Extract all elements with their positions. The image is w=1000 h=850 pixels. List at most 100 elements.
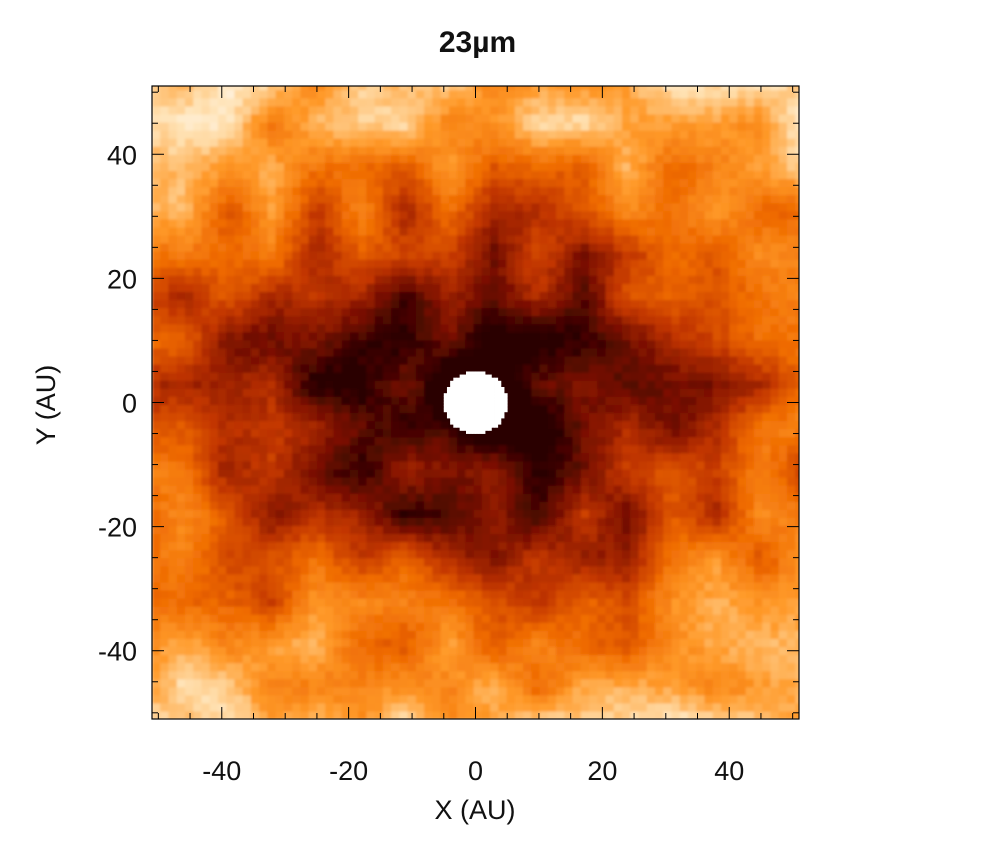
heatmap-cell xyxy=(589,654,598,664)
heatmap-cell xyxy=(589,694,598,704)
heatmap-cell xyxy=(539,372,549,381)
heatmap-cell xyxy=(308,267,318,276)
heatmap-cell xyxy=(152,710,161,719)
heatmap-cell xyxy=(589,186,598,196)
heatmap-cell xyxy=(168,178,178,188)
heatmap-cell xyxy=(325,485,335,494)
heatmap-cell xyxy=(440,436,450,446)
heatmap-cell xyxy=(325,678,335,688)
heatmap-cell xyxy=(374,565,384,575)
heatmap-cell xyxy=(613,557,623,567)
heatmap-cell xyxy=(547,509,557,518)
heatmap-cell xyxy=(448,291,458,301)
heatmap-cell xyxy=(349,210,359,220)
heatmap-cell xyxy=(539,694,549,704)
heatmap-cell xyxy=(184,428,194,438)
heatmap-cell xyxy=(201,170,211,180)
heatmap-cell xyxy=(671,597,681,607)
heatmap-cell xyxy=(514,154,524,163)
heatmap-cell xyxy=(300,501,310,510)
heatmap-cell xyxy=(292,678,302,688)
heatmap-cell xyxy=(391,565,400,575)
heatmap-cell xyxy=(473,493,483,502)
heatmap-cell xyxy=(465,97,475,107)
heatmap-cell xyxy=(440,146,450,155)
heatmap-cell xyxy=(242,323,252,333)
heatmap-cell xyxy=(201,380,211,389)
heatmap-cell xyxy=(217,202,227,212)
heatmap-cell xyxy=(432,275,442,284)
heatmap-cell xyxy=(358,670,367,680)
heatmap-cell xyxy=(605,243,615,252)
heatmap-cell xyxy=(556,670,565,680)
heatmap-cell xyxy=(333,339,343,349)
heatmap-cell xyxy=(415,549,425,559)
heatmap-cell xyxy=(539,194,549,204)
heatmap-cell xyxy=(292,597,302,607)
heatmap-cell xyxy=(564,291,574,301)
heatmap-cell xyxy=(514,331,524,341)
heatmap-cell xyxy=(514,251,524,260)
heatmap-cell xyxy=(391,485,400,494)
heatmap-cell xyxy=(638,218,648,228)
heatmap-cell xyxy=(391,581,400,591)
heatmap-cell xyxy=(622,614,631,623)
heatmap-cell xyxy=(556,404,565,414)
heatmap-cell xyxy=(209,517,219,526)
heatmap-cell xyxy=(341,299,351,309)
heatmap-cell xyxy=(160,622,170,631)
heatmap-cell xyxy=(630,452,640,462)
heatmap-cell xyxy=(152,291,161,301)
heatmap-cell xyxy=(391,97,400,107)
heatmap-cell xyxy=(432,549,442,559)
heatmap-cell xyxy=(316,267,326,276)
heatmap-cell xyxy=(349,557,359,567)
heatmap-cell xyxy=(234,113,244,123)
heatmap-cell xyxy=(333,476,343,486)
heatmap-cell xyxy=(415,202,425,212)
heatmap-cell xyxy=(531,670,541,680)
heatmap-cell xyxy=(325,622,335,631)
heatmap-cell xyxy=(374,654,384,664)
heatmap-cell xyxy=(638,549,648,559)
heatmap-cell xyxy=(424,121,433,131)
heatmap-cell xyxy=(465,86,475,91)
heatmap-cell xyxy=(564,323,574,333)
heatmap-cell xyxy=(333,388,343,397)
heatmap-cell xyxy=(168,428,178,438)
heatmap-cell xyxy=(440,380,450,389)
heatmap-cell xyxy=(399,686,409,696)
heatmap-cell xyxy=(399,146,409,155)
heatmap-cell xyxy=(572,541,582,551)
heatmap-cell xyxy=(440,226,450,236)
heatmap-cell xyxy=(193,436,203,446)
heatmap-cell xyxy=(283,597,293,607)
heatmap-cell xyxy=(176,218,186,228)
heatmap-cell xyxy=(448,259,458,268)
heatmap-cell xyxy=(217,364,227,373)
heatmap-cell xyxy=(316,372,326,381)
heatmap-cell xyxy=(564,154,574,163)
heatmap-cell xyxy=(209,630,219,639)
heatmap-cell xyxy=(572,622,582,631)
heatmap-cell xyxy=(168,355,178,365)
heatmap-cell xyxy=(349,283,359,293)
heatmap-cell xyxy=(209,251,219,260)
heatmap-cell xyxy=(564,428,574,438)
heatmap-cell xyxy=(168,226,178,236)
heatmap-cell xyxy=(547,86,557,91)
heatmap-cell xyxy=(259,638,269,647)
heatmap-cell xyxy=(349,428,359,438)
heatmap-cell xyxy=(506,646,516,656)
heatmap-cell xyxy=(613,243,623,252)
heatmap-cell xyxy=(333,267,343,276)
heatmap-cell xyxy=(638,226,648,236)
heatmap-cell xyxy=(523,275,532,284)
heatmap-cell xyxy=(622,259,631,268)
heatmap-cell xyxy=(465,202,475,212)
heatmap-cell xyxy=(498,347,508,357)
heatmap-cell xyxy=(490,476,499,486)
heatmap-cell xyxy=(506,121,516,131)
heatmap-cell xyxy=(267,654,277,664)
heatmap-cell xyxy=(374,234,384,244)
